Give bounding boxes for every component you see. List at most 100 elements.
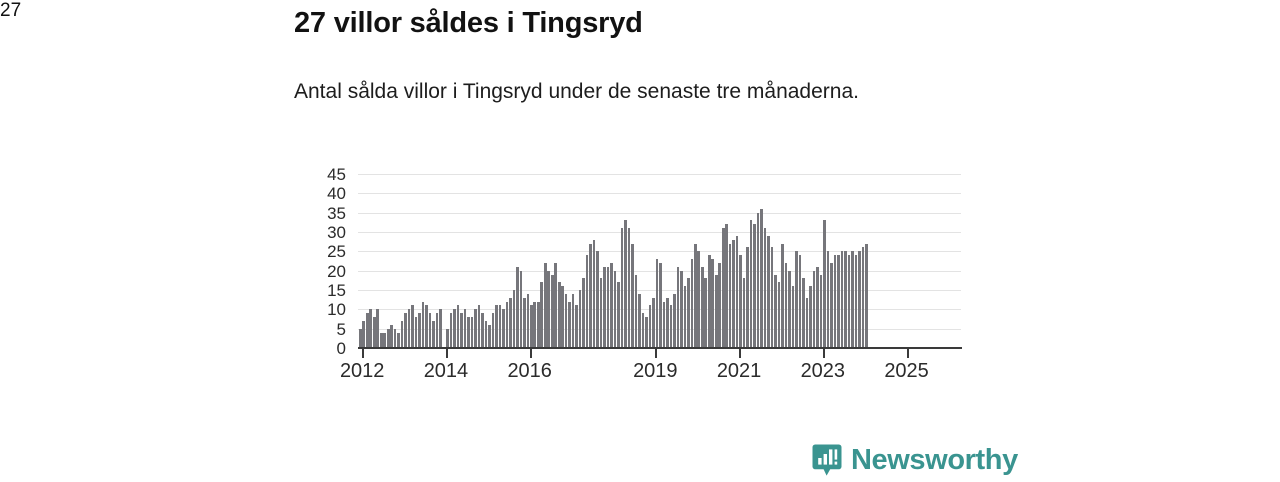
bar: [568, 301, 571, 348]
gridline: [358, 232, 961, 233]
bar: [669, 305, 673, 348]
bar: [372, 317, 376, 348]
bar: [645, 317, 648, 348]
bar: [397, 332, 400, 348]
bar: [362, 320, 366, 348]
bar: [711, 259, 715, 348]
bar: [585, 255, 589, 348]
bar: [589, 243, 592, 348]
x-axis-tick: [739, 349, 742, 358]
bar: [359, 328, 362, 348]
bar: [707, 255, 711, 348]
bar: [393, 328, 397, 348]
bar: [543, 262, 547, 348]
bar: [760, 208, 763, 348]
bar: [554, 262, 557, 348]
bar: [376, 309, 380, 348]
bar: [864, 243, 868, 348]
bar: [404, 313, 407, 348]
bar: [659, 262, 662, 348]
bar: [784, 262, 788, 348]
bar: [627, 228, 631, 348]
bar: [502, 309, 505, 348]
bar: [812, 270, 816, 348]
bar: [680, 270, 683, 348]
bar: [844, 251, 847, 348]
bar: [400, 320, 404, 348]
x-axis-tick: [362, 349, 365, 358]
bar: [432, 320, 435, 348]
bar: [519, 270, 523, 348]
chart-subtitle: Antal sålda villor i Tingsryd under de s…: [294, 80, 859, 103]
bar: [809, 286, 812, 348]
bar: [749, 220, 753, 348]
bar: [652, 297, 655, 348]
y-axis-tick-label: 35: [327, 203, 346, 223]
brand-wordmark: Newsworthy: [851, 443, 1018, 476]
bar: [805, 297, 809, 348]
bar: [509, 297, 512, 348]
bar: [756, 212, 760, 348]
bar: [369, 309, 373, 348]
bar: [697, 251, 701, 348]
bar: [676, 266, 680, 348]
bar: [833, 255, 837, 348]
x-axis-tick: [822, 349, 825, 358]
bar: [446, 328, 449, 348]
bar: [631, 243, 634, 348]
x-axis-line: [358, 347, 962, 349]
bar: [453, 309, 456, 348]
bar: [732, 239, 735, 348]
bar: [613, 270, 617, 348]
bar: [788, 270, 791, 348]
bar: [725, 224, 728, 348]
bar: [592, 239, 596, 348]
bar: [854, 255, 858, 348]
bar: [603, 266, 606, 348]
bar: [638, 293, 641, 348]
bar: [582, 278, 585, 348]
x-axis-tick-label: 2019: [633, 360, 678, 382]
bar: [777, 282, 781, 348]
bar: [390, 324, 393, 348]
bar: [550, 274, 554, 348]
bar: [763, 228, 767, 348]
bar: [798, 255, 802, 348]
speech-bubble-bar-chart-icon: [812, 444, 842, 477]
bar: [435, 313, 439, 348]
bar: [599, 278, 603, 348]
bar: [516, 266, 519, 348]
bar: [456, 305, 460, 348]
bar: [557, 282, 561, 348]
bar: [861, 247, 865, 348]
bar: [704, 278, 708, 348]
bar: [662, 301, 666, 348]
bar: [536, 301, 540, 348]
bar: [571, 293, 575, 348]
bar: [666, 297, 669, 348]
bar: [718, 262, 722, 348]
bar: [470, 317, 474, 348]
brand-logo[interactable]: Newsworthy: [812, 441, 1018, 479]
bar: [683, 286, 687, 348]
bar: [561, 286, 564, 348]
x-axis-tick: [529, 349, 532, 358]
bar: [837, 255, 840, 348]
bar: [564, 293, 568, 348]
bar: [770, 247, 774, 348]
y-axis-tick-label: 0: [336, 339, 346, 358]
bar: [847, 255, 851, 348]
bar: [735, 235, 739, 348]
bar: [425, 305, 428, 348]
y-axis-tick-label: 5: [336, 319, 346, 339]
y-axis-tick-label: 45: [327, 165, 346, 184]
bar: [533, 301, 537, 348]
y-axis-tick-label: 10: [327, 300, 346, 320]
x-axis-tick-label: 2016: [507, 360, 552, 382]
bar: [739, 255, 742, 348]
bar: [655, 259, 659, 348]
bar: [463, 309, 467, 348]
bar: [467, 317, 470, 348]
y-axis-tick-label: 40: [327, 184, 346, 204]
